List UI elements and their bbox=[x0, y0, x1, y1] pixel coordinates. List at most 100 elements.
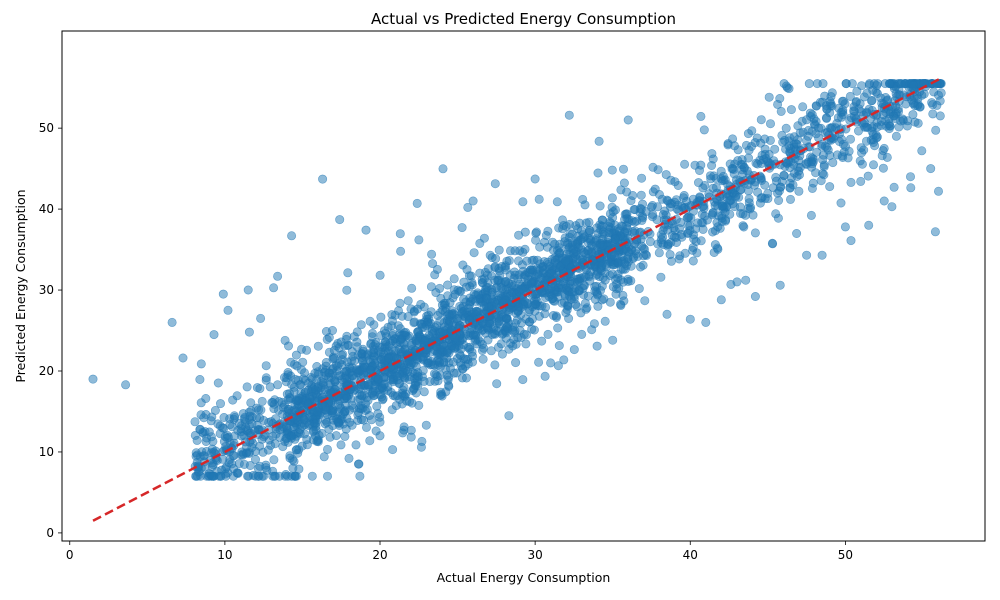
data-point bbox=[868, 160, 878, 170]
data-point bbox=[222, 433, 232, 443]
data-point bbox=[403, 296, 413, 306]
data-point bbox=[661, 170, 671, 180]
data-point bbox=[439, 357, 449, 367]
data-point bbox=[380, 379, 390, 389]
data-point bbox=[534, 357, 544, 367]
data-point bbox=[684, 202, 694, 212]
data-point bbox=[492, 282, 502, 292]
data-point bbox=[325, 432, 335, 442]
data-point bbox=[383, 353, 393, 363]
data-point bbox=[492, 318, 502, 328]
data-point bbox=[727, 164, 737, 174]
data-point bbox=[531, 299, 541, 309]
data-point bbox=[255, 461, 265, 471]
data-point bbox=[366, 415, 376, 425]
data-point bbox=[802, 250, 812, 260]
data-point bbox=[543, 329, 553, 339]
data-point bbox=[653, 165, 663, 175]
data-point bbox=[239, 459, 249, 469]
data-point bbox=[610, 234, 620, 244]
data-point bbox=[216, 399, 226, 409]
data-point bbox=[592, 223, 602, 233]
data-point bbox=[554, 341, 564, 351]
data-point bbox=[573, 224, 583, 234]
data-point bbox=[616, 185, 626, 195]
data-point bbox=[395, 229, 405, 239]
data-point bbox=[282, 389, 292, 399]
data-point bbox=[845, 91, 855, 101]
data-point bbox=[278, 422, 288, 432]
y-axis-label: Predicted Energy Consumption bbox=[13, 189, 28, 382]
data-point bbox=[741, 275, 751, 285]
data-point bbox=[261, 361, 271, 371]
data-point bbox=[631, 246, 641, 256]
data-point bbox=[291, 471, 301, 481]
data-point bbox=[646, 202, 656, 212]
data-point bbox=[491, 254, 501, 264]
reference-line bbox=[92, 76, 943, 522]
data-point bbox=[852, 86, 862, 96]
data-point bbox=[501, 265, 511, 275]
data-point bbox=[349, 332, 359, 342]
data-point bbox=[807, 183, 817, 193]
data-point bbox=[785, 194, 795, 204]
data-point bbox=[872, 122, 882, 132]
data-point bbox=[665, 202, 675, 212]
data-point bbox=[935, 111, 945, 121]
data-point bbox=[541, 231, 551, 241]
data-point bbox=[654, 248, 664, 258]
data-point bbox=[407, 283, 417, 293]
data-point bbox=[337, 360, 347, 370]
data-point bbox=[269, 283, 279, 293]
data-point bbox=[298, 357, 308, 367]
data-point bbox=[399, 382, 409, 392]
data-point bbox=[347, 370, 357, 380]
data-point bbox=[597, 281, 607, 291]
data-point bbox=[302, 440, 312, 450]
data-point bbox=[699, 125, 709, 135]
data-point bbox=[167, 317, 177, 327]
data-point bbox=[238, 409, 248, 419]
data-point bbox=[493, 342, 503, 352]
data-point bbox=[765, 135, 775, 145]
data-point bbox=[889, 182, 899, 192]
data-point bbox=[562, 249, 572, 259]
data-point bbox=[656, 272, 666, 282]
data-point bbox=[462, 265, 472, 275]
data-point bbox=[228, 395, 238, 405]
data-point bbox=[734, 192, 744, 202]
data-point bbox=[878, 146, 888, 156]
data-point bbox=[853, 126, 863, 136]
data-point bbox=[771, 209, 781, 219]
data-point bbox=[369, 352, 379, 362]
data-point bbox=[771, 176, 781, 186]
data-point bbox=[196, 398, 206, 408]
data-point bbox=[121, 380, 131, 390]
data-point bbox=[756, 173, 766, 183]
data-point bbox=[928, 109, 938, 119]
data-point bbox=[788, 180, 798, 190]
data-point bbox=[403, 367, 413, 377]
data-point bbox=[480, 285, 490, 295]
data-point bbox=[856, 176, 866, 186]
data-point bbox=[433, 310, 443, 320]
data-point bbox=[269, 455, 279, 465]
data-point bbox=[775, 280, 785, 290]
data-point bbox=[815, 97, 825, 107]
data-point bbox=[657, 194, 667, 204]
data-point bbox=[283, 404, 293, 414]
data-point bbox=[626, 261, 636, 271]
data-point bbox=[553, 323, 563, 333]
data-point bbox=[581, 249, 591, 259]
data-point bbox=[444, 380, 454, 390]
data-point bbox=[623, 115, 633, 125]
data-point bbox=[223, 305, 233, 315]
data-point bbox=[607, 165, 617, 175]
data-point bbox=[837, 134, 847, 144]
data-point bbox=[908, 110, 918, 120]
data-point bbox=[917, 146, 927, 156]
data-point bbox=[395, 335, 405, 345]
data-point bbox=[716, 295, 726, 305]
data-point bbox=[396, 246, 406, 256]
data-point bbox=[593, 168, 603, 178]
